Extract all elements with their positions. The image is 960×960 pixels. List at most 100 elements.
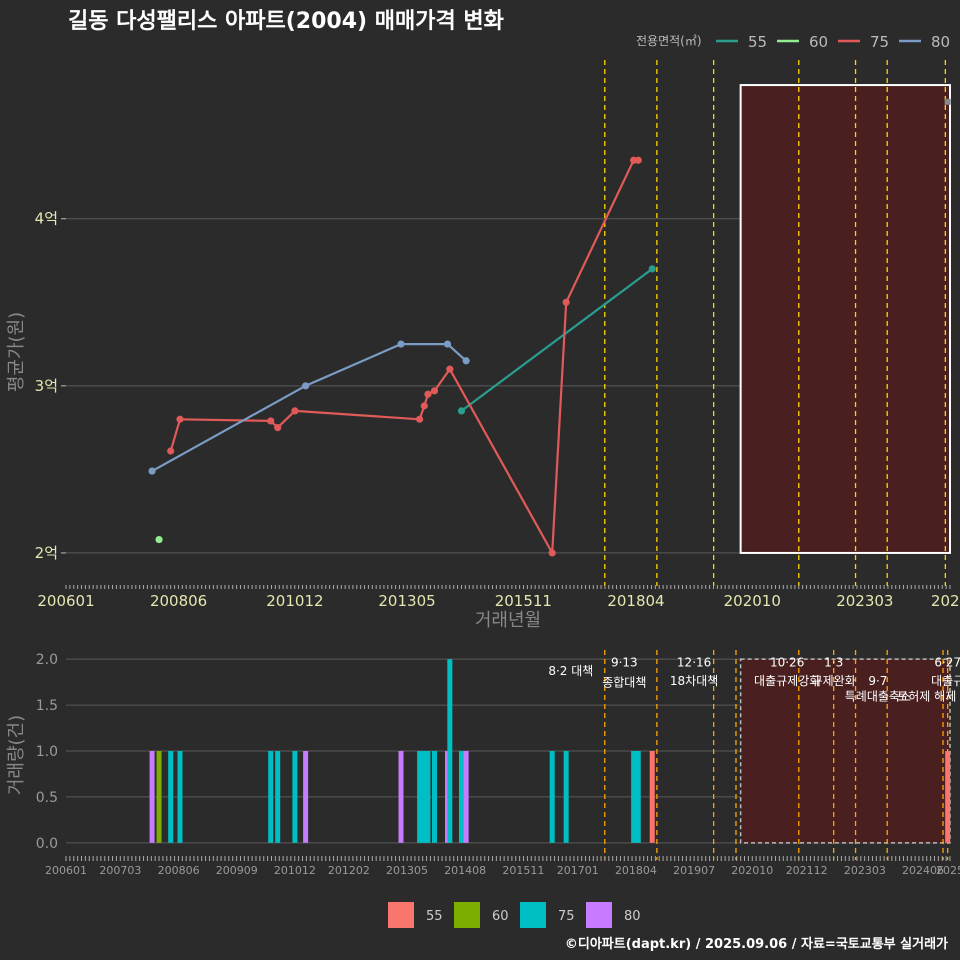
bottom-xtick-label: 200909 [216,864,258,877]
series-point-75 [416,415,424,423]
series-point-75 [634,156,642,164]
volume-bar-75 [447,659,453,843]
bottom-xtick-label: 200806 [158,864,200,877]
top-xtick-label: 201012 [266,592,323,610]
bottom-xtick-label: 201305 [386,864,428,877]
top-x-axis-title: 거래년월 [475,610,541,631]
legend-bottom-swatch-55 [388,902,414,928]
volume-bar-80 [463,751,469,843]
legend-bottom-label-60: 60 [492,909,509,924]
legend-label-75: 75 [870,33,889,51]
legend-bottom-label-75: 75 [558,909,575,924]
series-point-80 [148,467,156,475]
policy-annotation: 토허제 해제 [897,690,956,704]
series-point-75 [274,424,282,432]
caption: ©디아파트(dapt.kr) / 2025.09.06 / 자료=국토교통부 실… [565,936,948,952]
bottom-xtick-label: 201202 [328,864,370,877]
volume-bar-55 [945,751,951,843]
top-xtick-label: 2025 [931,592,960,610]
volume-bar-75 [421,751,427,843]
legend-top: 전용면적(㎡) 55 60 75 80 [636,33,950,51]
volume-bar-80 [149,751,155,843]
bottom-xtick-label: 201907 [673,864,715,877]
bottom-xtick-label: 200703 [99,864,141,877]
series-point-80 [302,382,310,390]
bottom-highlight-region [739,658,951,844]
bottom-xtick-label: 201701 [557,864,599,877]
legend-title: 전용면적(㎡) [636,34,702,48]
legend-bottom-swatch-60 [454,902,480,928]
series-point-75 [424,390,432,398]
series-point-80 [443,340,452,348]
series-point-80 [397,340,405,348]
volume-bar-75 [275,751,281,843]
top-highlight-region [739,84,952,554]
series-point-75 [430,387,439,395]
policy-annotation: 규제완화 [812,674,856,688]
legend-bottom: 55 60 75 80 [388,902,641,928]
volume-bar-55 [649,751,655,843]
legend-label-55: 55 [748,33,767,51]
policy-annotation: 9·7 [868,674,887,688]
volume-bar-80 [398,751,404,843]
bottom-ytick-label: 0.5 [36,790,58,806]
volume-bar-75 [417,751,423,843]
legend-bottom-swatch-80 [586,902,612,928]
legend-label-80: 80 [931,33,950,51]
bottom-xtick-label: 201804 [615,864,657,877]
top-y-axis-title: 평균가(원) [6,312,27,392]
volume-bar-75 [635,751,641,843]
volume-bar-75 [292,751,298,843]
volume-bar-60 [156,751,162,843]
volume-bar-75 [431,751,437,843]
top-ytick-label: 4억 [35,210,58,228]
volume-bar-75 [268,751,274,843]
legend-bottom-label-55: 55 [426,909,443,924]
legend-bottom-label-80: 80 [624,909,641,924]
series-point-80 [462,357,470,365]
top-ytick-label: 3억 [35,377,58,395]
policy-annotation: 대출규 [931,674,960,688]
volume-bar-75 [458,751,464,843]
bottom-y-axis-title: 거래량(건) [6,715,27,795]
volume-bar-75 [563,751,569,843]
chart-title: 길동 다성팰리스 아파트(2004) 매매가격 변화 [68,9,504,34]
bottom-ytick-label: 0.0 [36,836,58,852]
policy-annotation: 8·2 대책 [548,663,593,678]
policy-annotation: 12·16 [677,656,711,670]
volume-bar-75 [631,751,637,843]
series-point-75 [291,407,299,415]
bottom-xtick-label: 202406 [902,864,944,877]
bottom-ytick-label: 1.0 [36,744,58,760]
bottom-xtick-label: 2025 [936,864,960,877]
series-point-75 [420,402,428,410]
top-xtick-label: 200806 [150,592,207,610]
policy-annotation: 18차대책 [670,673,718,688]
top-xtick-label: 201511 [495,592,552,610]
series-point-75 [167,447,175,455]
volume-bar-75 [168,751,174,843]
top-xtick-label: 200601 [37,592,94,610]
bottom-xtick-label: 200601 [45,864,87,877]
legend-bottom-swatch-75 [520,902,546,928]
series-line-55 [460,268,653,412]
bottom-ytick-label: 2.0 [36,652,58,668]
bottom-ytick-label: 1.5 [36,698,58,714]
series-point-75 [267,417,275,425]
top-xtick-label: 201804 [607,592,664,610]
policy-annotation: 9·13 [611,656,638,670]
volume-bar-80 [303,751,309,843]
bottom-xtick-label: 201511 [502,864,544,877]
legend-label-60: 60 [809,33,828,51]
series-point-75 [446,365,454,373]
grey-point [944,98,951,105]
series-point-55 [457,407,466,415]
series-point-55 [648,265,656,273]
volume-bar-75 [549,751,555,843]
series-point-75 [176,415,184,423]
policy-annotation: 특례대출축소 [845,690,911,704]
series-point-75 [548,549,556,557]
price-line-panel: 2억 3억 4억 200601 200806 201012 201305 201511 201… [6,60,960,631]
policy-annotation: 1·3 [824,656,843,670]
